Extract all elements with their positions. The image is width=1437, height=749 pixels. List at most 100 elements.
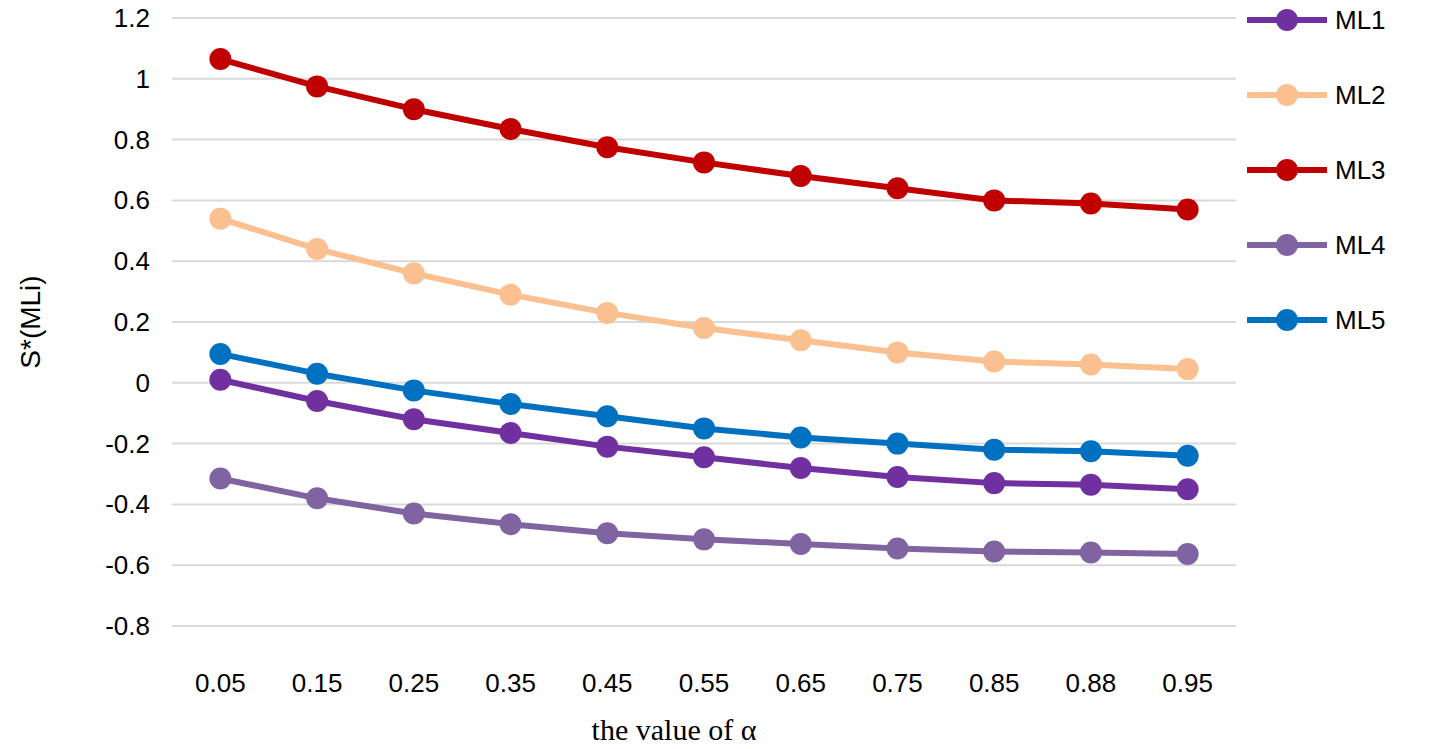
y-tick-label: 0.8 [114, 125, 150, 155]
series-marker [886, 177, 908, 199]
series-marker [403, 379, 425, 401]
series-marker [209, 369, 231, 391]
series-marker [596, 522, 618, 544]
series-marker [596, 302, 618, 324]
legend-label: ML2 [1335, 80, 1386, 110]
legend-marker [1276, 9, 1298, 31]
series-marker [500, 513, 522, 535]
grid-line [172, 17, 1236, 19]
x-tick-label: 0.05 [195, 668, 246, 698]
series-marker [1177, 478, 1199, 500]
x-tick-label: 0.25 [389, 668, 440, 698]
series-marker [693, 446, 715, 468]
series-line [220, 479, 1187, 554]
series-marker [1177, 445, 1199, 467]
series-marker [209, 208, 231, 230]
series-marker [983, 189, 1005, 211]
series-marker [790, 165, 812, 187]
y-tick-label: -0.6 [105, 550, 150, 580]
x-tick-label: 0.85 [969, 668, 1020, 698]
legend-label: ML5 [1335, 305, 1386, 335]
legend-marker [1276, 309, 1298, 331]
series-marker [693, 528, 715, 550]
legend-marker [1276, 234, 1298, 256]
series-line [220, 354, 1187, 456]
series-marker [693, 151, 715, 173]
series-marker [790, 457, 812, 479]
series-marker [209, 468, 231, 490]
series-line [220, 59, 1187, 209]
legend-marker [1276, 84, 1298, 106]
series-marker [500, 118, 522, 140]
y-tick-label: 0 [136, 368, 150, 398]
series-marker [1177, 543, 1199, 565]
x-tick-label: 0.35 [485, 668, 536, 698]
chart: -0.8-0.6-0.4-0.200.20.40.60.811.20.050.1… [0, 0, 1437, 749]
x-axis-label: the value of α [592, 713, 757, 746]
x-tick-label: 0.75 [872, 668, 923, 698]
series-marker [596, 405, 618, 427]
series-line [220, 219, 1187, 369]
y-axis-label: S*(MLi) [15, 275, 46, 368]
series-marker [983, 541, 1005, 563]
series-marker [790, 427, 812, 449]
y-tick-label: 0.2 [114, 307, 150, 337]
series-marker [403, 262, 425, 284]
legend: ML1 ML2 ML3 ML4 ML5 [1247, 5, 1386, 335]
grid-line [172, 503, 1236, 505]
plot-area [209, 48, 1198, 565]
series-marker [403, 503, 425, 525]
grid-line [172, 78, 1236, 80]
grid-line [172, 625, 1236, 627]
series-marker [403, 408, 425, 430]
series-marker [983, 439, 1005, 461]
series-marker [209, 48, 231, 70]
series-marker [1080, 541, 1102, 563]
series-marker [403, 98, 425, 120]
series-marker [983, 472, 1005, 494]
legend-label: ML4 [1335, 230, 1386, 260]
y-tick-label: -0.2 [105, 429, 150, 459]
y-tick-label: 1.2 [114, 3, 150, 33]
series-marker [596, 136, 618, 158]
grid-line [172, 382, 1236, 384]
x-tick-label: 0.45 [582, 668, 633, 698]
series-marker [209, 343, 231, 365]
y-tick-label: 1 [136, 64, 150, 94]
series-marker [886, 341, 908, 363]
series-marker [983, 351, 1005, 373]
grid-line [172, 139, 1236, 141]
series-marker [886, 537, 908, 559]
series-line [220, 380, 1187, 489]
series-marker [306, 390, 328, 412]
series-marker [1177, 358, 1199, 380]
series-marker [500, 422, 522, 444]
x-tick-label: 0.55 [679, 668, 730, 698]
grid-line [172, 443, 1236, 445]
series-marker [1080, 192, 1102, 214]
legend-label: ML3 [1335, 155, 1386, 185]
series-marker [500, 284, 522, 306]
x-tick-label: 0.88 [1066, 668, 1117, 698]
series-marker [886, 466, 908, 488]
y-tick-label: 0.6 [114, 185, 150, 215]
series-marker [790, 329, 812, 351]
y-tick-label: -0.8 [105, 611, 150, 641]
series-marker [306, 75, 328, 97]
series-marker [306, 238, 328, 260]
series-marker [790, 533, 812, 555]
series-marker [306, 363, 328, 385]
x-tick-label: 0.15 [292, 668, 343, 698]
series-marker [596, 436, 618, 458]
x-tick-label: 0.95 [1162, 668, 1213, 698]
legend-label: ML1 [1335, 5, 1386, 35]
legend-marker [1276, 159, 1298, 181]
series-marker [1080, 474, 1102, 496]
grid-line [172, 564, 1236, 566]
grid-line [172, 260, 1236, 262]
series-marker [693, 417, 715, 439]
series-marker [1080, 440, 1102, 462]
series-marker [306, 487, 328, 509]
series-marker [886, 433, 908, 455]
series-marker [693, 317, 715, 339]
